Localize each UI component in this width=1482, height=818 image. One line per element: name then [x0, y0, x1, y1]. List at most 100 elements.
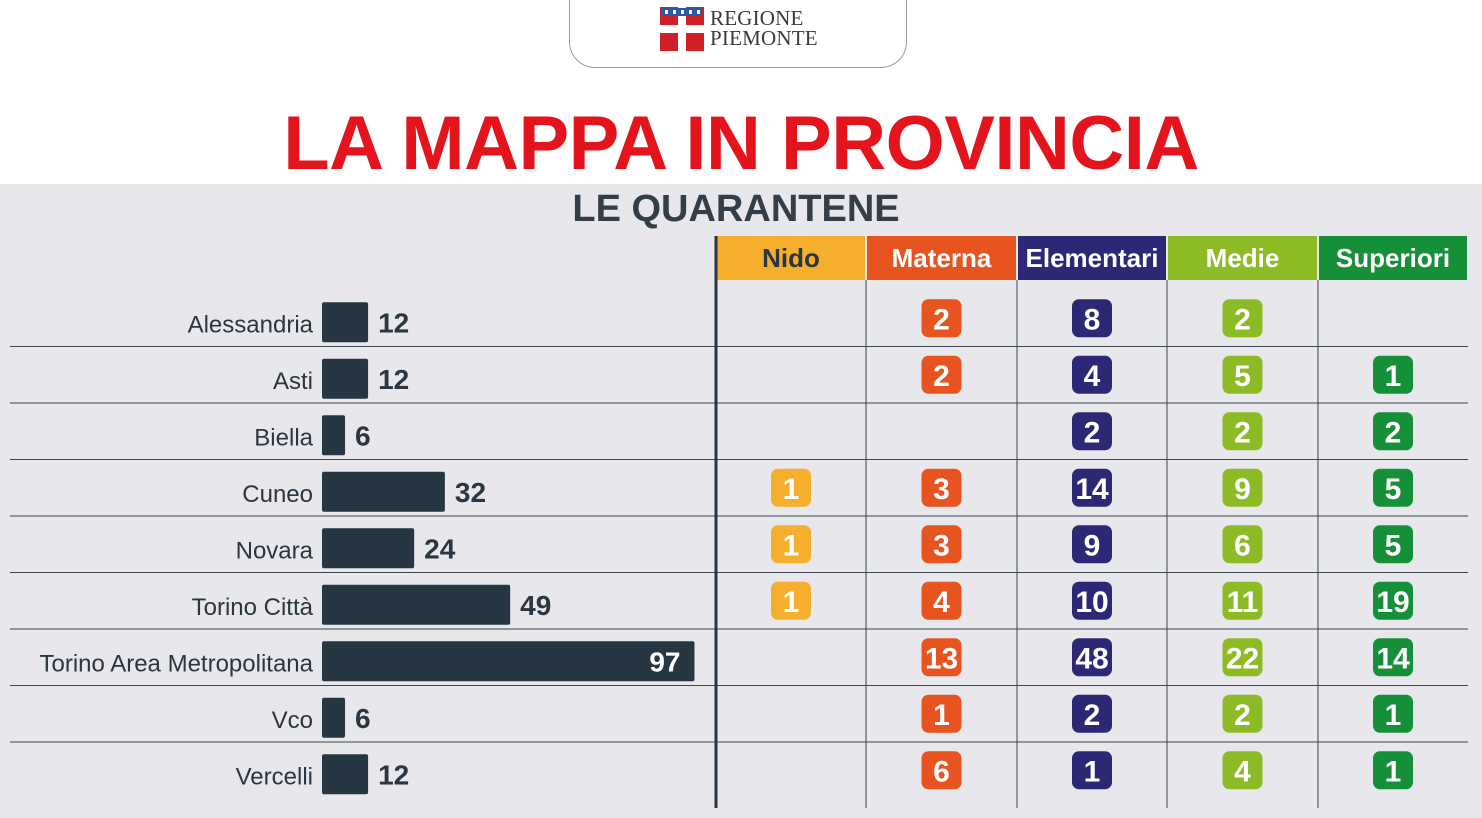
- value-badge-label: 2: [933, 303, 950, 336]
- value-badge-elementari: [1072, 299, 1112, 338]
- value-badge-medie: [1222, 751, 1263, 790]
- value-badge-label: 10: [1075, 586, 1108, 619]
- total-bar: [322, 528, 415, 569]
- total-value-label: 12: [378, 364, 409, 395]
- value-badge-elementari: [1072, 468, 1112, 507]
- total-bar: [322, 471, 445, 512]
- value-badge-label: 1: [1084, 755, 1101, 788]
- value-badge-label: 14: [1376, 642, 1410, 675]
- value-badge-nido: [771, 468, 811, 507]
- logo-wordmark: REGIONE PIEMONTE: [710, 6, 818, 49]
- value-badge-superiori: [1373, 751, 1413, 790]
- value-badge-label: 5: [1385, 529, 1402, 562]
- value-badge-materna: [921, 694, 962, 733]
- province-label: Torino Città: [192, 594, 314, 621]
- total-value-label: 6: [355, 703, 371, 734]
- value-badge-label: 2: [1234, 303, 1251, 336]
- value-badge-label: 3: [933, 473, 950, 506]
- value-badge-medie: [1222, 468, 1263, 507]
- value-badge-elementari: [1072, 525, 1112, 564]
- value-badge-label: 9: [1084, 529, 1101, 562]
- value-badge-label: 13: [925, 642, 958, 675]
- value-badge-materna: [921, 751, 962, 790]
- value-badge-medie: [1222, 525, 1263, 564]
- value-badge-superiori: [1373, 412, 1413, 451]
- value-badge-elementari: [1072, 355, 1112, 394]
- value-badge-materna: [921, 299, 962, 338]
- value-badge-label: 4: [1234, 755, 1251, 788]
- total-value-label: 12: [378, 759, 409, 790]
- regione-piemonte-shield-icon: [660, 7, 704, 51]
- value-badge-label: 1: [783, 586, 800, 619]
- value-badge-label: 4: [1084, 360, 1101, 393]
- value-badge-nido: [771, 581, 811, 620]
- value-badge-superiori: [1373, 525, 1413, 564]
- value-badge-label: 1: [1385, 360, 1402, 393]
- value-badge-label: 4: [933, 586, 950, 619]
- value-badge-materna: [921, 525, 962, 564]
- column-header-materna: [867, 236, 1016, 280]
- value-badge-label: 22: [1226, 642, 1259, 675]
- province-label: Vercelli: [236, 763, 313, 790]
- total-bar: [322, 358, 369, 399]
- value-badge-label: 5: [1234, 360, 1251, 393]
- province-label: Biella: [254, 424, 313, 451]
- value-badge-label: 8: [1084, 303, 1101, 336]
- column-header-elementari: [1018, 236, 1166, 280]
- value-badge-label: 2: [1084, 416, 1101, 449]
- page-title: LA MAPPA IN PROVINCIA: [283, 101, 1199, 186]
- total-value-label: 6: [355, 420, 371, 451]
- value-badge-label: 9: [1234, 473, 1251, 506]
- value-badge-label: 1: [783, 529, 800, 562]
- total-value-label: 32: [455, 477, 486, 508]
- column-header-medie: [1168, 236, 1317, 280]
- value-badge-label: 14: [1075, 473, 1109, 506]
- value-badge-label: 6: [1234, 529, 1251, 562]
- column-header-nido: [717, 236, 865, 280]
- total-value-label: 49: [520, 590, 551, 621]
- value-badge-medie: [1222, 694, 1263, 733]
- province-label: Alessandria: [188, 311, 314, 338]
- value-badge-elementari: [1072, 412, 1112, 451]
- value-badge-superiori: [1373, 355, 1413, 394]
- province-label: Vco: [272, 707, 313, 734]
- value-badge-label: 2: [1234, 699, 1251, 732]
- value-badge-nido: [771, 525, 811, 564]
- value-badge-elementari: [1072, 581, 1112, 620]
- value-badge-medie: [1222, 299, 1263, 338]
- value-badge-medie: [1222, 638, 1263, 677]
- chart-subtitle: LE QUARANTENE: [572, 188, 900, 230]
- value-badge-materna: [921, 468, 962, 507]
- total-bar: [322, 697, 346, 738]
- column-header-label: Elementari: [1026, 243, 1159, 273]
- value-badge-label: 2: [1084, 699, 1101, 732]
- value-badge-label: 3: [933, 529, 950, 562]
- total-bar: [322, 415, 346, 456]
- value-badge-elementari: [1072, 638, 1112, 677]
- value-badge-label: 1: [933, 699, 950, 732]
- logo-line-1: REGIONE: [710, 6, 804, 30]
- value-badge-label: 11: [1227, 586, 1259, 619]
- value-badge-label: 48: [1075, 642, 1108, 675]
- total-value-label: 24: [424, 533, 456, 564]
- value-badge-superiori: [1373, 638, 1413, 677]
- province-label: Novara: [236, 537, 314, 564]
- logo-badge: REGIONE PIEMONTE: [569, 0, 907, 68]
- column-header-label: Superiori: [1336, 243, 1450, 273]
- value-badge-materna: [921, 638, 962, 677]
- column-header-label: Nido: [762, 243, 820, 273]
- province-label: Torino Area Metropolitana: [40, 650, 314, 677]
- value-badge-medie: [1222, 412, 1263, 451]
- value-badge-elementari: [1072, 751, 1112, 790]
- value-badge-label: 19: [1376, 586, 1409, 619]
- total-value-label: 12: [378, 307, 409, 338]
- value-badge-label: 1: [1385, 755, 1402, 788]
- total-bar: [322, 302, 369, 343]
- value-badge-superiori: [1373, 694, 1413, 733]
- value-badge-medie: [1222, 355, 1263, 394]
- value-badge-label: 2: [1385, 416, 1402, 449]
- value-badge-medie: [1222, 581, 1263, 620]
- column-header-label: Materna: [892, 243, 992, 273]
- value-badge-label: 1: [1385, 699, 1402, 732]
